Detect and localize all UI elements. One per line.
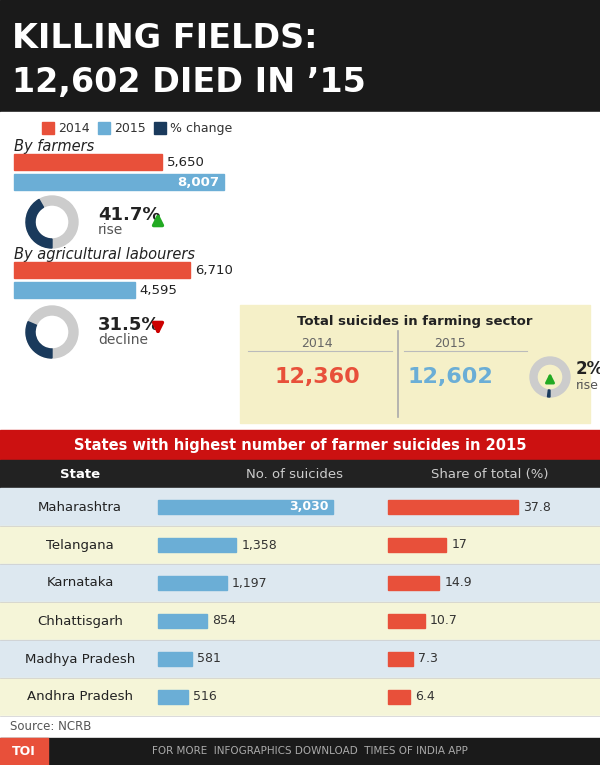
- Text: Andhra Pradesh: Andhra Pradesh: [27, 691, 133, 704]
- Bar: [388, 500, 518, 514]
- Bar: [0, 678, 600, 716]
- Text: 2%: 2%: [576, 360, 600, 378]
- Text: 6,710: 6,710: [195, 263, 233, 276]
- Text: KILLING FIELDS:: KILLING FIELDS:: [12, 21, 317, 54]
- Text: 5,650: 5,650: [167, 155, 205, 168]
- Wedge shape: [26, 321, 52, 358]
- Text: 17: 17: [451, 539, 467, 552]
- Bar: [388, 538, 446, 552]
- Bar: [0, 738, 600, 765]
- Text: 2015: 2015: [434, 337, 466, 350]
- Text: 581: 581: [197, 653, 220, 666]
- Text: By agricultural labourers: By agricultural labourers: [14, 246, 195, 262]
- Text: % change: % change: [170, 122, 232, 135]
- Text: 12,602: 12,602: [407, 367, 493, 387]
- Text: Share of total (%): Share of total (%): [431, 467, 549, 480]
- Wedge shape: [530, 357, 570, 397]
- Bar: [0, 0, 600, 112]
- Text: Karnataka: Karnataka: [46, 577, 113, 590]
- Bar: [158, 538, 236, 552]
- Text: 41.7%: 41.7%: [98, 206, 161, 224]
- Bar: [240, 305, 590, 423]
- Bar: [158, 500, 333, 514]
- Wedge shape: [26, 200, 52, 248]
- Text: 2014: 2014: [58, 122, 89, 135]
- Text: decline: decline: [98, 333, 148, 347]
- Bar: [14, 174, 224, 190]
- Bar: [388, 576, 439, 590]
- Text: 2014: 2014: [301, 337, 333, 350]
- Bar: [98, 122, 110, 134]
- Text: rise: rise: [576, 379, 599, 392]
- Text: 1,358: 1,358: [241, 539, 277, 552]
- Text: 516: 516: [193, 691, 217, 704]
- Text: By farmers: By farmers: [14, 138, 94, 154]
- Bar: [388, 652, 413, 666]
- Text: 4,595: 4,595: [140, 284, 178, 297]
- Bar: [42, 122, 54, 134]
- Bar: [14, 154, 162, 170]
- Bar: [14, 262, 190, 278]
- Text: Maharashtra: Maharashtra: [38, 500, 122, 513]
- Text: FOR MORE  INFOGRAPHICS DOWNLOAD  TIMES OF INDIA APP: FOR MORE INFOGRAPHICS DOWNLOAD TIMES OF …: [152, 747, 468, 757]
- Bar: [158, 652, 191, 666]
- Text: Madhya Pradesh: Madhya Pradesh: [25, 653, 135, 666]
- Text: 3,030: 3,030: [290, 500, 329, 513]
- Bar: [0, 640, 600, 678]
- Text: State: State: [60, 467, 100, 480]
- Bar: [0, 564, 600, 602]
- Text: 12,360: 12,360: [274, 367, 360, 387]
- Bar: [388, 614, 425, 628]
- Text: 7.3: 7.3: [418, 653, 438, 666]
- Text: Source: NCRB: Source: NCRB: [10, 721, 91, 734]
- Bar: [0, 430, 600, 460]
- Bar: [158, 614, 208, 628]
- Bar: [158, 576, 227, 590]
- Bar: [0, 602, 600, 640]
- Bar: [388, 690, 410, 704]
- Bar: [0, 738, 48, 765]
- Text: 854: 854: [212, 614, 236, 627]
- Text: 8,007: 8,007: [177, 175, 219, 188]
- Text: TOI: TOI: [12, 745, 36, 758]
- Text: Chhattisgarh: Chhattisgarh: [37, 614, 123, 627]
- Text: Total suicides in farming sector: Total suicides in farming sector: [297, 314, 533, 327]
- Text: Telangana: Telangana: [46, 539, 114, 552]
- Text: 12,602 DIED IN ’15: 12,602 DIED IN ’15: [12, 66, 366, 99]
- Text: 2015: 2015: [114, 122, 146, 135]
- Bar: [0, 526, 600, 564]
- Text: rise: rise: [98, 223, 123, 237]
- Bar: [0, 488, 600, 526]
- Bar: [154, 122, 166, 134]
- Wedge shape: [547, 390, 550, 397]
- Text: States with highest number of farmer suicides in 2015: States with highest number of farmer sui…: [74, 438, 526, 453]
- Bar: [158, 690, 188, 704]
- Text: 31.5%: 31.5%: [98, 316, 161, 334]
- Text: 14.9: 14.9: [444, 577, 472, 590]
- Text: 1,197: 1,197: [232, 577, 268, 590]
- Wedge shape: [26, 196, 78, 248]
- Bar: [0, 460, 600, 488]
- Text: 37.8: 37.8: [523, 500, 551, 513]
- Bar: [0, 716, 600, 738]
- Wedge shape: [26, 306, 78, 358]
- Text: 6.4: 6.4: [415, 691, 435, 704]
- Bar: [0, 112, 600, 432]
- Bar: [14, 282, 134, 298]
- Text: 10.7: 10.7: [430, 614, 458, 627]
- Text: No. of suicides: No. of suicides: [247, 467, 343, 480]
